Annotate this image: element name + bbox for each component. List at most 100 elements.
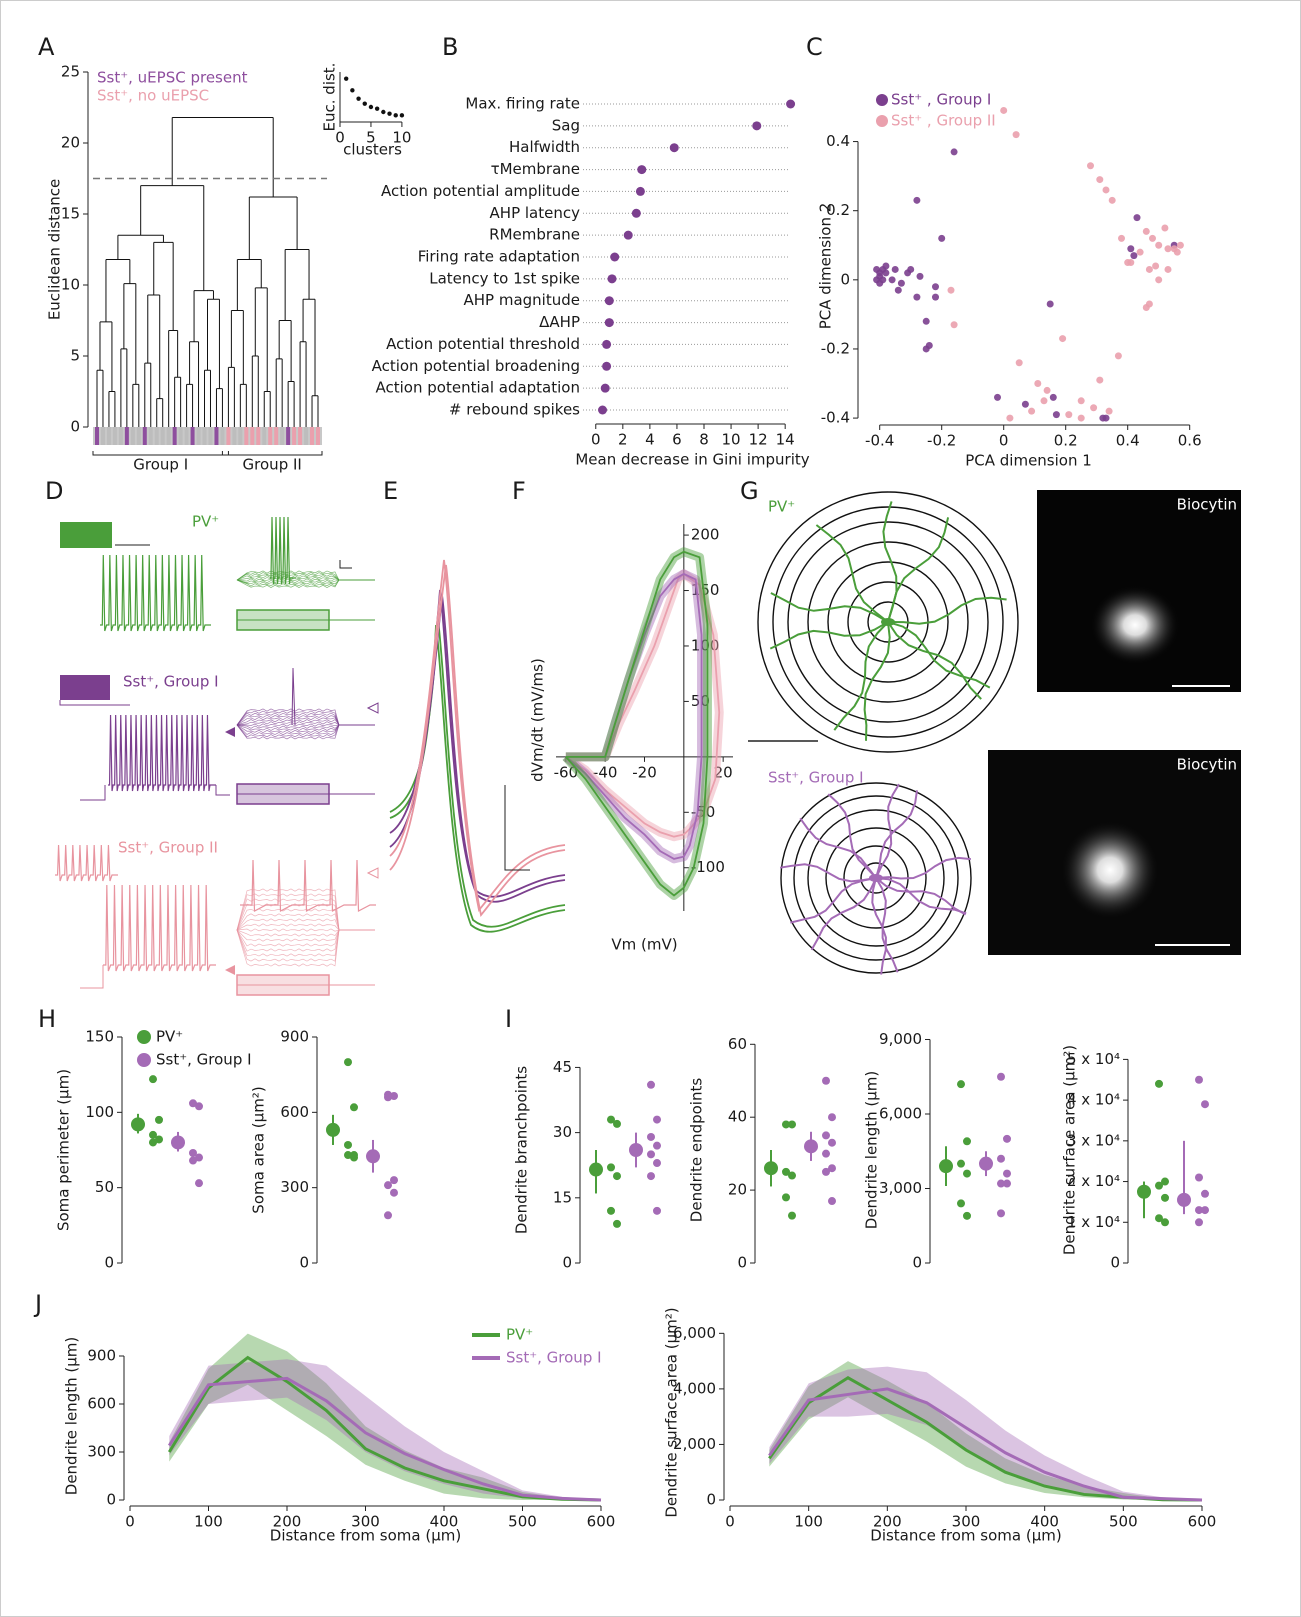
point (384, 1211, 392, 1219)
leaf (292, 427, 296, 445)
y-axis-label: Dendrite endpoints (688, 1078, 706, 1223)
point (1006, 415, 1013, 422)
point (647, 1133, 655, 1141)
leaf (232, 427, 236, 445)
x-tick-label: 0 (999, 432, 1009, 450)
page: D E G PV⁺ Sst⁺, Group I Sst⁺, Group II P… (0, 0, 1301, 1617)
point (1003, 1170, 1011, 1178)
point (822, 1150, 830, 1158)
point (1161, 1194, 1169, 1202)
point (1106, 408, 1113, 415)
dot (605, 318, 614, 327)
point (647, 1150, 655, 1158)
point (1195, 1076, 1203, 1084)
point (613, 1172, 621, 1180)
y-axis-label: Dendrite branchpoints (513, 1066, 531, 1234)
point (957, 1160, 965, 1168)
y-tick-label: 600 (280, 1103, 309, 1121)
y-tick-label: 0 (299, 1254, 309, 1272)
point (1165, 266, 1172, 273)
point (963, 1170, 971, 1178)
y-tick-label: 3,000 (879, 1179, 922, 1197)
point (375, 106, 379, 110)
leaf (208, 427, 212, 445)
legend-marker (137, 1030, 151, 1044)
point (613, 1220, 621, 1228)
point (788, 1172, 796, 1180)
dot (670, 143, 679, 152)
leaf (197, 427, 201, 445)
x-tick-label: 2 (618, 431, 628, 449)
x-axis-label: Distance from soma (µm) (270, 1527, 461, 1545)
point (1065, 411, 1072, 418)
point (344, 76, 348, 80)
point (647, 1172, 655, 1180)
y-axis-label: Euc. dist. (321, 63, 339, 132)
point (1016, 359, 1023, 366)
x-tick-label: -0.2 (927, 432, 956, 450)
point (1028, 408, 1035, 415)
category-label: Max. firing rate (465, 95, 580, 113)
dot (608, 274, 617, 283)
point (149, 1075, 157, 1083)
category-label: τMembrane (491, 160, 580, 178)
legend-label: Sst⁺, Group I (506, 1349, 602, 1367)
legend-marker (137, 1053, 151, 1067)
point (1143, 228, 1150, 235)
point (1201, 1190, 1209, 1198)
point (189, 1157, 197, 1165)
point (1000, 107, 1007, 114)
leaf (280, 427, 284, 445)
point (1034, 380, 1041, 387)
point (1115, 352, 1122, 359)
point (889, 276, 896, 283)
y-axis-label: Soma area (µm²) (250, 1086, 268, 1213)
category-label: Firing rate adaptation (418, 248, 580, 266)
point (963, 1212, 971, 1220)
point (907, 266, 914, 273)
leaf (268, 427, 272, 445)
point (882, 269, 889, 276)
point (390, 1189, 398, 1197)
dot (752, 121, 761, 130)
point (1127, 259, 1134, 266)
leaf (316, 427, 320, 445)
point (892, 266, 899, 273)
dot (624, 231, 633, 240)
x-tick-label: 0 (725, 1513, 735, 1531)
cell-body (1060, 820, 1160, 920)
point (1118, 235, 1125, 242)
legend-label: Sst⁺ , Group I (891, 91, 991, 109)
point (344, 1058, 352, 1066)
point (195, 1102, 203, 1110)
point (828, 1139, 836, 1147)
leaf (203, 427, 207, 445)
point (1096, 377, 1103, 384)
leaf (298, 427, 302, 445)
stim-box (237, 975, 329, 995)
panel-label: B (442, 33, 458, 61)
leaf (125, 427, 129, 445)
point (898, 280, 905, 287)
point (957, 1199, 965, 1207)
dot (636, 187, 645, 196)
cell-body (1090, 585, 1180, 665)
leaf (119, 427, 123, 445)
x-axis-label: Mean decrease in Gini impurity (575, 451, 809, 469)
point (155, 1116, 163, 1124)
group-label: Group II (243, 456, 302, 474)
point (1146, 266, 1153, 273)
stim-block (60, 522, 112, 548)
x-axis-label: Distance from soma (µm) (870, 1527, 1061, 1545)
point (895, 287, 902, 294)
x-axis-label: clusters (343, 141, 402, 159)
leaf (244, 427, 248, 445)
point (882, 263, 889, 270)
x-tick-label: -0.4 (865, 432, 894, 450)
category-label: AHP latency (490, 204, 581, 222)
mean-marker (804, 1139, 818, 1153)
category-label: RMembrane (489, 226, 580, 244)
leaf (131, 427, 135, 445)
point (1044, 387, 1051, 394)
point (938, 235, 945, 242)
